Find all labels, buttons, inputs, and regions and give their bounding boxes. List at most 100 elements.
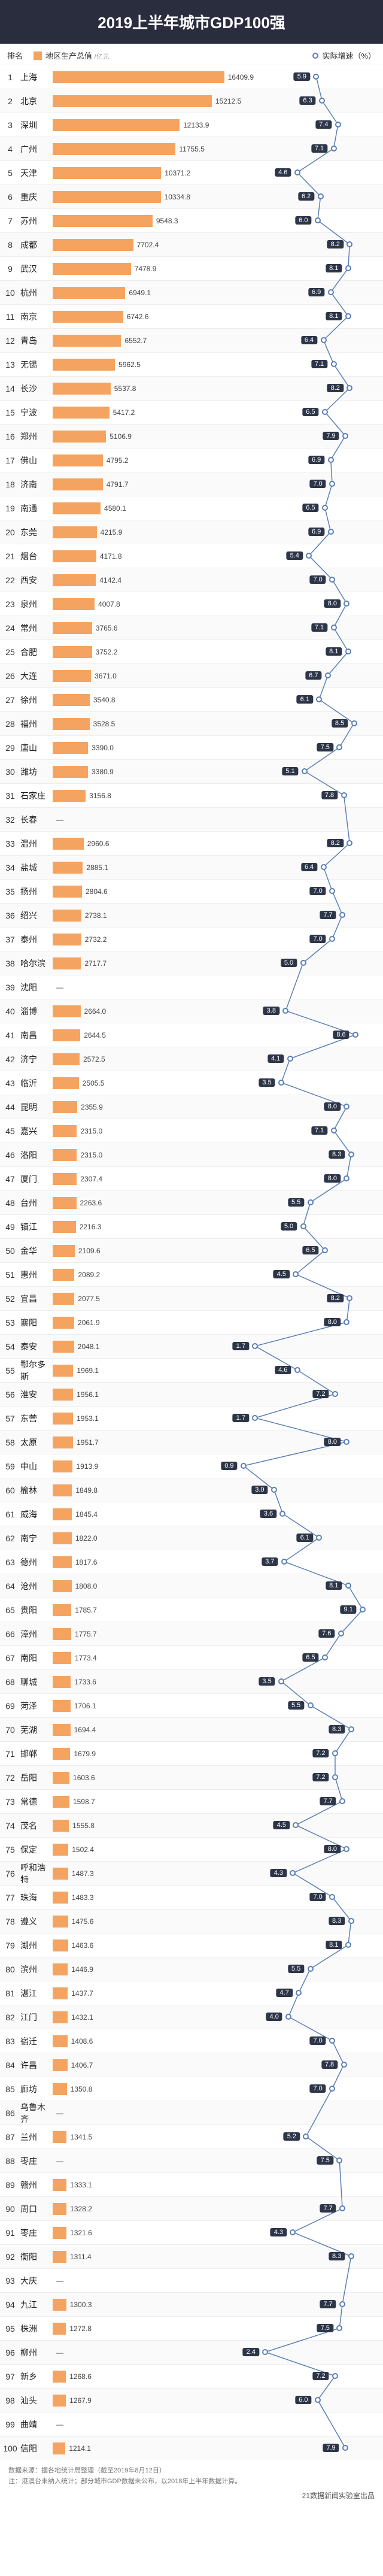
rank: 91 — [0, 2228, 20, 2238]
gdp-bar — [53, 742, 88, 754]
gdp-bar — [53, 1125, 77, 1137]
bar-wrap: 1487.3 — [53, 1862, 383, 1885]
bar-wrap: 2089.2 — [53, 1263, 383, 1286]
bar-wrap: — — [53, 975, 383, 999]
city: 无锡 — [20, 359, 53, 371]
gdp-value: 6949.1 — [129, 289, 151, 297]
data-row: 89赣州1333.1 — [0, 2172, 383, 2196]
growth-ring — [325, 672, 331, 678]
rank: 83 — [0, 2036, 20, 2046]
gdp-value: 1350.8 — [71, 2085, 93, 2093]
growth-pill: 7.6 — [318, 1629, 335, 1638]
rank: 73 — [0, 1797, 20, 1807]
city: 菏泽 — [20, 1700, 53, 1712]
growth-ring — [345, 1583, 351, 1589]
growth-pill: 1.7 — [233, 1342, 249, 1350]
rank: 10 — [0, 288, 20, 298]
city: 台州 — [20, 1197, 53, 1209]
growth-pill: 8.0 — [324, 1318, 341, 1326]
growth-ring — [360, 1607, 366, 1613]
city: 东莞 — [20, 526, 53, 538]
rank: 25 — [0, 647, 20, 657]
growth-ring — [252, 1415, 258, 1421]
rank: 64 — [0, 1581, 20, 1591]
gdp-value: 4580.1 — [104, 504, 126, 513]
gdp-value: 1272.8 — [69, 2325, 92, 2333]
gdp-value: — — [56, 2348, 63, 2357]
city: 昆明 — [20, 1101, 53, 1113]
rank: 93 — [0, 2276, 20, 2286]
rank: 43 — [0, 1078, 20, 1088]
gdp-bar — [53, 2323, 66, 2335]
growth-ring — [319, 98, 325, 104]
city: 湖州 — [20, 1939, 53, 1951]
bar-wrap: — — [53, 2101, 383, 2125]
rank: 23 — [0, 599, 20, 609]
data-row: 60榆林1849.8 — [0, 1478, 383, 1502]
growth-ring — [328, 457, 334, 463]
growth-pill: 7.0 — [309, 575, 326, 584]
gdp-value: 1502.4 — [72, 1845, 94, 1854]
growth-ring — [313, 74, 319, 80]
growth-pill: 6.4 — [301, 863, 317, 871]
growth-ring — [318, 193, 324, 199]
data-row: 52宜昌2077.5 — [0, 1286, 383, 1310]
bar-wrap: 3540.8 — [53, 688, 383, 711]
gdp-bar — [53, 1173, 77, 1185]
gdp-bar — [53, 934, 81, 945]
gdp-value: 3390.0 — [92, 744, 114, 752]
data-row: 99曲靖— — [0, 2412, 383, 2436]
rank: 36 — [0, 911, 20, 920]
city: 南京 — [20, 311, 53, 323]
growth-ring — [336, 2325, 342, 2331]
growth-ring — [351, 720, 357, 726]
growth-pill: 6.3 — [299, 96, 315, 105]
bar-wrap: 1555.8 — [53, 1814, 383, 1837]
growth-pill: 8.1 — [326, 647, 342, 656]
growth-ring — [290, 2229, 296, 2235]
gdp-value: 1341.5 — [70, 2133, 92, 2141]
growth-ring — [329, 936, 335, 942]
rank: 81 — [0, 1989, 20, 1998]
city: 扬州 — [20, 886, 53, 898]
city: 金华 — [20, 1245, 53, 1257]
growth-ring — [332, 1750, 338, 1756]
bar-wrap: 1849.8 — [53, 1478, 383, 1502]
gdp-bar — [53, 2059, 68, 2071]
growth-ring — [271, 1487, 277, 1493]
rank: 49 — [0, 1222, 20, 1232]
data-row: 57东营1953.1 — [0, 1406, 383, 1430]
city: 上海 — [20, 71, 53, 83]
gdp-value: 1328.2 — [70, 2205, 92, 2213]
city: 西安 — [20, 574, 53, 586]
city: 周口 — [20, 2203, 53, 2215]
growth-ring — [345, 313, 351, 319]
gdp-value: 2644.5 — [84, 1031, 106, 1040]
growth-ring — [331, 146, 337, 151]
growth-pill: 5.0 — [281, 959, 297, 967]
growth-pill: 8.1 — [326, 1581, 342, 1590]
rank: 19 — [0, 504, 20, 513]
gdp-bar — [53, 1652, 71, 1664]
data-row: 49镇江2216.3 — [0, 1214, 383, 1238]
gdp-value: 3765.6 — [96, 624, 118, 632]
bar-wrap: — — [53, 2269, 383, 2292]
gdp-value: 1268.6 — [69, 2372, 92, 2381]
city: 镇江 — [20, 1221, 53, 1233]
gdp-bar — [53, 1317, 74, 1329]
bar-wrap: — — [53, 2413, 383, 2436]
rank: 54 — [0, 1342, 20, 1351]
city: 衡阳 — [20, 2251, 53, 2263]
gdp-bar — [53, 1868, 68, 1880]
gdp-value: 2664.0 — [84, 1007, 107, 1016]
gdp-value: 5537.8 — [114, 384, 136, 393]
rank: 41 — [0, 1031, 20, 1040]
data-row: 42济宁2572.5 — [0, 1047, 383, 1071]
growth-ring — [278, 1080, 284, 1086]
rank: 16 — [0, 432, 20, 441]
growth-pill: 6.5 — [302, 504, 318, 512]
growth-ring — [302, 768, 308, 774]
gdp-bar — [53, 1460, 72, 1472]
growth-pill: 7.0 — [309, 2036, 326, 2045]
city: 南阳 — [20, 1652, 53, 1664]
